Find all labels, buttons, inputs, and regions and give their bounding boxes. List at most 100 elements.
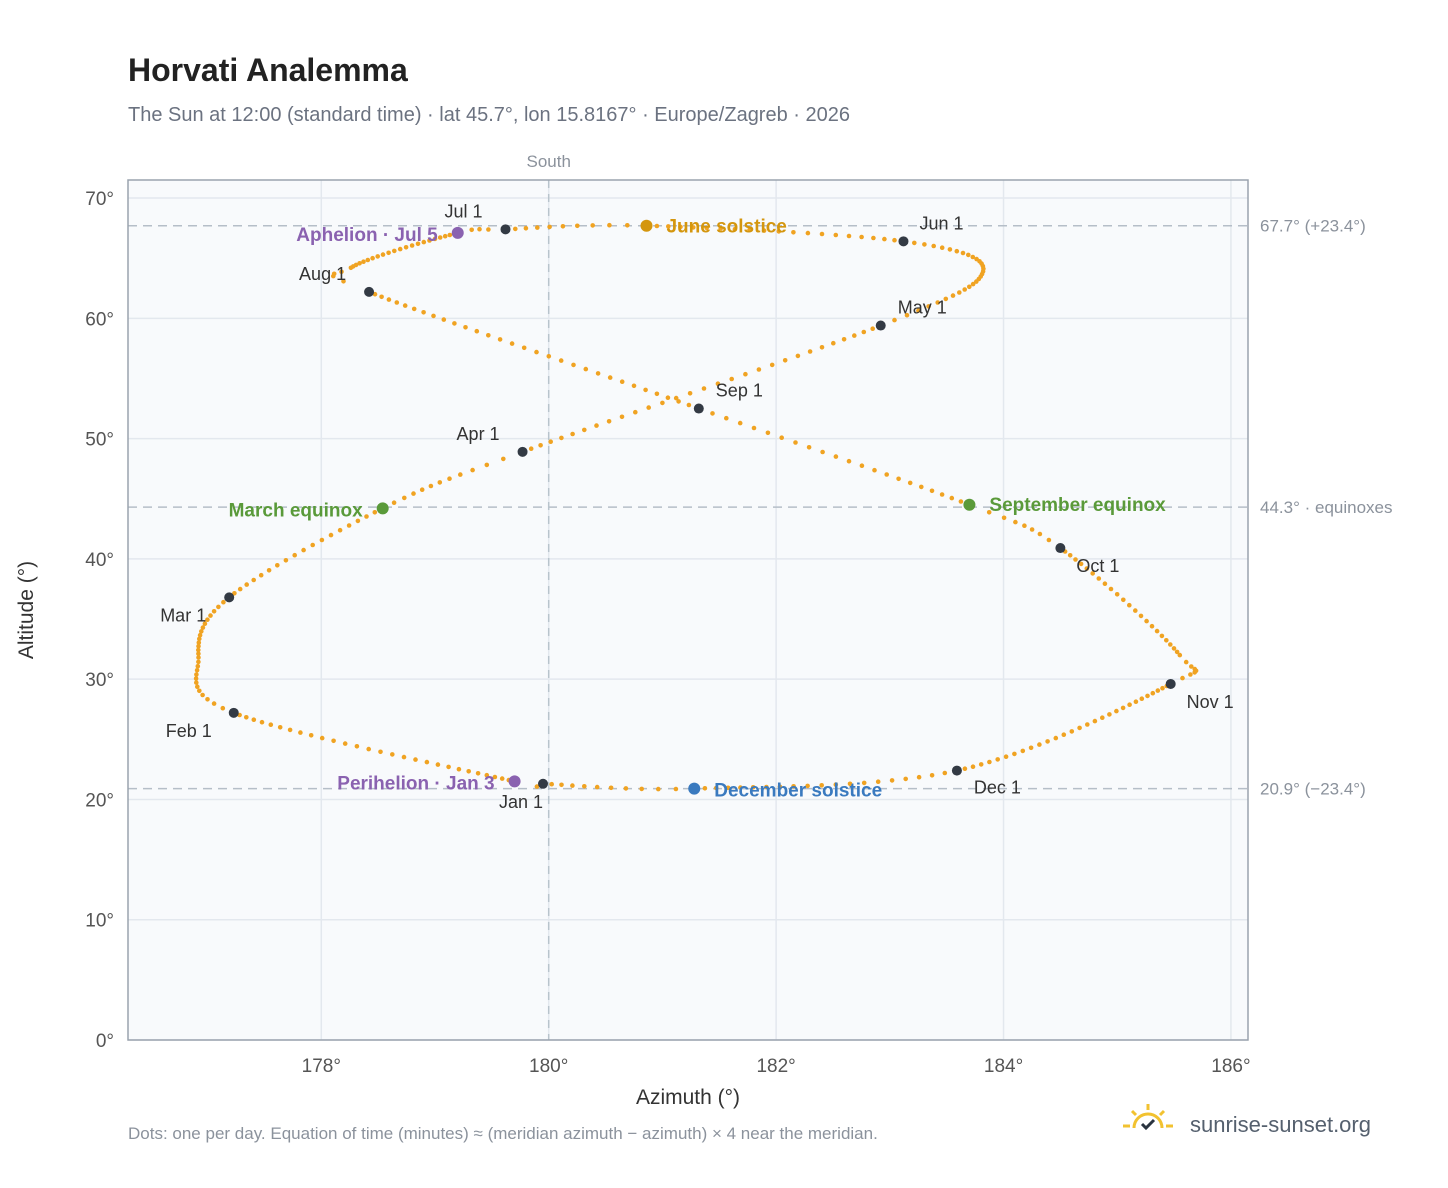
daily-sun-dot [456,766,462,772]
daily-sun-dot [713,785,719,791]
month-marker [693,403,704,414]
daily-sun-dot [466,769,472,774]
daily-sun-dot [846,458,852,464]
daily-sun-dot [619,414,625,420]
daily-sun-dot [1077,725,1082,731]
daily-sun-dot [833,454,839,459]
daily-sun-dot [413,757,418,762]
daily-sun-dot [475,771,481,776]
daily-sun-dot [301,547,306,553]
daily-sun-dot [357,261,362,266]
daily-sun-dot [1171,646,1177,651]
daily-sun-dot [861,780,867,786]
daily-sun-dot [1174,649,1180,655]
month-label: May 1 [898,298,947,318]
daily-sun-dot [607,222,612,228]
daily-sun-dot [442,233,448,239]
daily-sun-dot [1189,664,1194,669]
daily-sun-dot [419,487,425,493]
daily-sun-dot [1177,652,1183,658]
daily-sun-dot [1092,718,1098,724]
daily-sun-dot [777,784,783,789]
daily-sun-dot [1037,531,1043,537]
daily-sun-dot [1061,732,1067,737]
event-label: Aphelion · Jul 5 [296,225,438,246]
daily-sun-dot [1159,633,1165,639]
daily-sun-dot [1096,576,1102,581]
daily-sun-dot [534,349,539,355]
month-label: Feb 1 [166,721,212,741]
daily-sun-dot [193,676,199,681]
daily-sun-dot [967,284,972,290]
daily-sun-dot [750,785,756,790]
daily-sun-dot [339,269,344,275]
daily-sun-dot [607,375,613,380]
month-marker [500,224,511,235]
daily-sun-dot [216,604,221,610]
daily-sun-dot [195,684,200,689]
daily-sun-dot [432,236,438,242]
daily-sun-dot [194,668,200,673]
daily-sun-dot [331,273,336,279]
daily-sun-dot [237,586,243,592]
daily-sun-dot [211,701,217,706]
daily-sun-dot [995,757,1000,762]
daily-sun-dot [211,609,217,614]
daily-sun-dot [656,786,661,792]
event-marker [451,226,464,239]
daily-sun-dot [402,303,408,308]
daily-sun-dot [401,754,407,760]
daily-sun-dot [1046,537,1052,543]
daily-sun-dot [196,644,201,649]
daily-sun-dot [244,715,249,720]
daily-sun-dot [446,764,451,770]
daily-sun-dot [654,391,660,397]
daily-sun-dot [437,235,443,240]
month-label: Jan 1 [499,792,543,812]
y-tick-label: 30° [85,670,114,691]
daily-sun-dot [929,488,935,494]
daily-sun-dot [962,766,968,771]
daily-sun-dot [665,395,671,401]
daily-sun-dot [966,252,971,258]
daily-sun-dot [793,440,798,445]
daily-sun-dot [686,402,692,408]
daily-sun-dot [892,317,897,323]
month-marker [1055,543,1066,554]
daily-sun-dot [970,764,976,769]
daily-sun-dot [196,659,201,665]
month-marker [875,320,886,331]
daily-sun-dot [805,783,810,789]
x-axis-label: Azimuth (°) [636,1086,740,1109]
daily-sun-dot [1127,702,1132,707]
y-tick-label: 40° [85,550,114,571]
daily-sun-dot [595,371,601,376]
daily-sun-dot [199,629,204,634]
daily-sun-dot [528,446,534,452]
event-marker [688,782,701,795]
daily-sun-dot [819,231,825,237]
daily-sun-dot [870,326,875,332]
daily-sun-dot [1133,608,1138,613]
daily-sun-dot [633,409,638,415]
brand[interactable]: sunrise-sunset.org [1120,1100,1420,1150]
daily-sun-dot [942,770,948,776]
analemma-curve [193,222,1199,792]
event-label: March equinox [229,500,364,521]
daily-sun-dot [732,226,738,232]
daily-sun-dot [1164,638,1169,643]
daily-sun-dot [791,230,796,235]
daily-sun-dot [743,371,748,377]
reference-line-label: 67.7° (+23.4°) [1260,217,1366,236]
daily-sun-dot [715,381,721,387]
chart-subtitle: The Sun at 12:00 (standard time) · lat 4… [128,104,850,126]
daily-sun-dot [916,774,922,780]
daily-sun-dot [764,784,769,790]
x-tick-label: 182° [756,1056,795,1077]
daily-sun-dot [1144,618,1149,624]
daily-sun-dot [513,226,518,232]
daily-sun-dot [319,537,325,543]
daily-sun-dot [986,510,992,515]
daily-sun-dot [196,655,201,660]
